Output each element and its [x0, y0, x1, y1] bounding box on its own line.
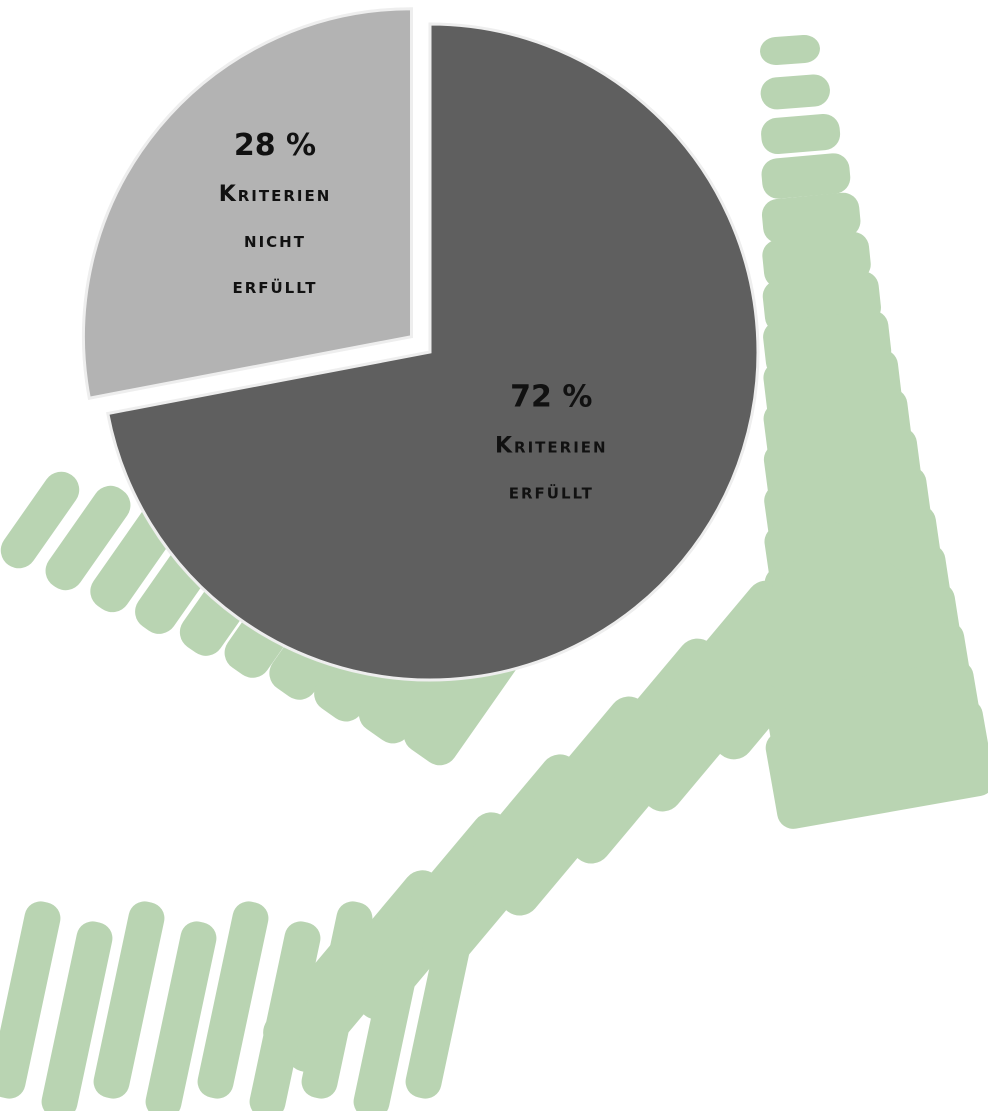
leaf-segment [761, 153, 851, 199]
leaf-segment [731, 522, 909, 708]
pie-slice-1 [106, 22, 760, 682]
leaf-segment [145, 921, 217, 1111]
leaf-segment [0, 471, 80, 569]
slice-category-label-2-line-1: Kriterien [219, 182, 332, 207]
leaf-segment [405, 901, 477, 1099]
pie-slices [81, 7, 760, 682]
leaf-background-decoration [0, 35, 988, 1111]
slice-category-label-2-line-2: nicht [244, 228, 306, 253]
leaf-segment [45, 485, 131, 591]
slice-value-label-1: 72 % [510, 379, 592, 414]
slice-category-label-1-line-1: Kriterien [495, 433, 608, 458]
leaf-segment [760, 74, 830, 110]
slice-category-label-2-line-3: erfüllt [232, 274, 317, 299]
leaf-segment [93, 901, 165, 1099]
leaf-segment [0, 901, 61, 1099]
leaf-segment [197, 901, 269, 1099]
slice-value-label-2: 28 % [234, 128, 316, 163]
leaf-segment [301, 901, 373, 1099]
slice-category-label-1-line-2: erfüllt [509, 479, 594, 504]
leaf-segment [761, 192, 861, 244]
leaf-segment [761, 113, 841, 155]
pie-data-labels: 72 % Kriterien erfüllt 28 % Kriterien nicht er… [219, 128, 608, 505]
leaf-segment [353, 921, 425, 1111]
leaf-segment [41, 921, 113, 1111]
leaf-segment [249, 921, 321, 1111]
leaf-segment [760, 35, 820, 65]
leaf-segment [765, 699, 988, 829]
pie-slice-2 [81, 7, 413, 400]
